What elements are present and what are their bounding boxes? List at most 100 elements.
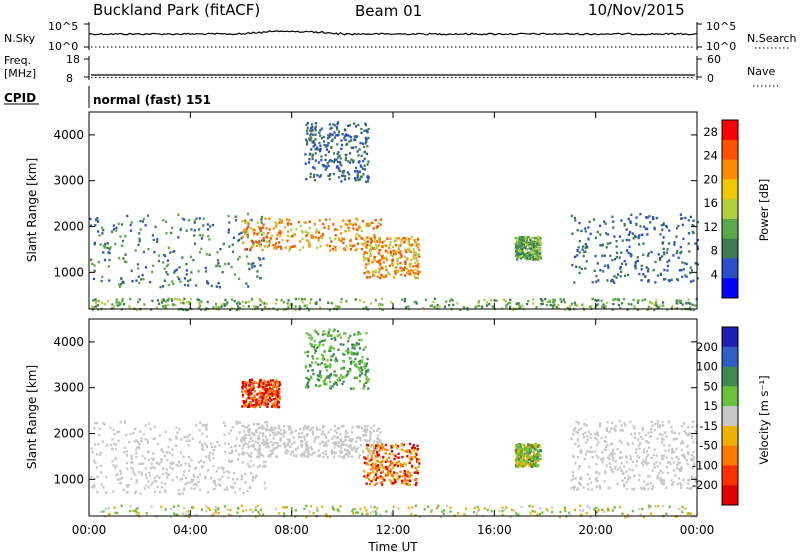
- echo-cell: [521, 462, 524, 465]
- echo-cell: [646, 453, 650, 457]
- echo-cell: [370, 240, 374, 243]
- echo-cell: [152, 264, 155, 268]
- echo-cell: [641, 299, 644, 302]
- echo-cell: [404, 306, 408, 309]
- echo-cell: [377, 261, 380, 264]
- echo-cell: [648, 475, 651, 478]
- echo-cell: [483, 298, 486, 302]
- echo-cell: [317, 239, 320, 242]
- echo-cell: [93, 443, 97, 446]
- velocity-cb-label: Velocity [m s⁻¹]: [757, 375, 771, 464]
- echo-cell: [372, 464, 375, 467]
- echo-cell: [332, 451, 335, 454]
- echo-cell: [690, 515, 693, 518]
- echo-cell: [349, 161, 352, 164]
- echo-cell: [169, 515, 172, 519]
- echo-cell: [689, 271, 692, 275]
- echo-cell: [272, 437, 275, 440]
- echo-cell: [404, 472, 407, 476]
- echo-cell: [619, 429, 622, 432]
- echo-cell: [662, 454, 665, 457]
- echo-cell: [214, 509, 217, 512]
- echo-cell: [410, 258, 413, 261]
- echo-cell: [166, 259, 169, 262]
- echo-cell: [138, 442, 141, 446]
- echo-cell: [660, 441, 663, 444]
- echo-cell: [332, 347, 335, 350]
- echo-cell: [205, 426, 208, 429]
- echo-cell: [532, 464, 535, 467]
- echo-cell: [278, 512, 281, 515]
- echo-cell: [335, 374, 338, 377]
- echo-cell: [135, 507, 138, 510]
- echo-cell: [341, 441, 344, 445]
- echo-cell: [619, 451, 622, 454]
- echo-cell: [337, 156, 340, 159]
- echo-cell: [256, 306, 259, 309]
- echo-cell: [242, 491, 245, 495]
- echo-cell: [406, 482, 409, 486]
- echo-cell: [241, 380, 244, 384]
- echo-cell: [256, 393, 259, 396]
- echo-cell: [417, 465, 420, 468]
- echo-cell: [162, 261, 165, 264]
- echo-cell: [389, 464, 392, 467]
- echo-cell: [396, 464, 400, 468]
- echo-cell: [405, 473, 408, 476]
- echo-cell: [281, 239, 284, 242]
- echo-cell: [643, 298, 647, 301]
- echo-cell: [514, 236, 517, 240]
- echo-cell: [171, 448, 174, 451]
- echo-cell: [341, 237, 344, 240]
- echo-cell: [473, 506, 476, 510]
- echo-cell: [243, 472, 247, 476]
- echo-cell: [365, 270, 368, 273]
- echo-cell: [205, 509, 208, 513]
- echo-cell: [582, 306, 585, 309]
- echo-cell: [317, 345, 320, 349]
- echo-cell: [95, 453, 98, 456]
- echo-cell: [411, 269, 414, 272]
- echo-cell: [673, 437, 676, 441]
- echo-cell: [637, 438, 640, 441]
- echo-cell: [163, 489, 167, 492]
- echo-cell: [357, 154, 360, 157]
- echo-cell: [166, 473, 169, 476]
- echo-cell: [690, 458, 693, 461]
- echo-cell: [238, 238, 241, 242]
- echo-cell: [370, 302, 373, 305]
- echo-cell: [221, 271, 224, 274]
- echo-cell: [344, 158, 347, 162]
- echo-cell: [603, 220, 606, 223]
- echo-cell: [220, 305, 223, 308]
- echo-cell: [329, 349, 332, 353]
- echo-cell: [601, 451, 604, 454]
- y-tick-label: 4000: [53, 335, 84, 349]
- echo-cell: [300, 443, 303, 447]
- echo-cell: [311, 426, 314, 429]
- echo-cell: [329, 428, 332, 431]
- echo-cell: [635, 464, 638, 467]
- echo-cell: [142, 433, 145, 436]
- echo-cell: [300, 445, 303, 448]
- echo-cell: [165, 271, 168, 274]
- echo-cell: [595, 433, 598, 436]
- echo-cell: [144, 438, 147, 441]
- colorbar-swatch: [722, 465, 738, 486]
- echo-cell: [387, 456, 391, 459]
- echo-cell: [304, 162, 307, 165]
- echo-cell: [642, 253, 645, 256]
- echo-cell: [242, 451, 245, 454]
- echo-cell: [690, 486, 693, 490]
- echo-cell: [483, 507, 486, 510]
- echo-cell: [634, 432, 637, 435]
- echo-cell: [313, 339, 316, 343]
- echo-cell: [394, 454, 397, 458]
- echo-cell: [532, 298, 535, 301]
- echo-cell: [415, 482, 418, 485]
- echo-cell: [303, 453, 306, 456]
- echo-cell: [521, 239, 524, 242]
- echo-cell: [201, 424, 204, 427]
- echo-cell: [318, 219, 321, 222]
- echo-cell: [126, 214, 129, 218]
